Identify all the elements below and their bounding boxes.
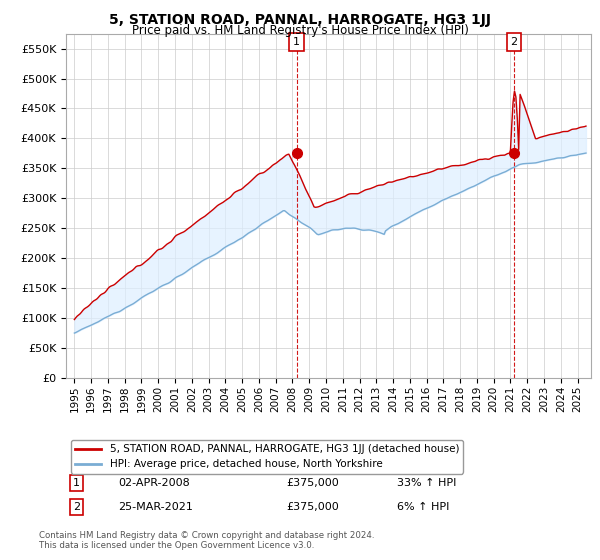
Text: 5, STATION ROAD, PANNAL, HARROGATE, HG3 1JJ: 5, STATION ROAD, PANNAL, HARROGATE, HG3 … [109,13,491,27]
Text: 25-MAR-2021: 25-MAR-2021 [119,502,193,512]
Text: £375,000: £375,000 [287,502,339,512]
Text: 6% ↑ HPI: 6% ↑ HPI [397,502,449,512]
Text: Price paid vs. HM Land Registry's House Price Index (HPI): Price paid vs. HM Land Registry's House … [131,24,469,37]
Text: 1: 1 [73,478,80,488]
Text: Contains HM Land Registry data © Crown copyright and database right 2024.
This d: Contains HM Land Registry data © Crown c… [39,530,374,550]
Text: 02-APR-2008: 02-APR-2008 [119,478,190,488]
Text: 1: 1 [293,37,300,47]
Text: 33% ↑ HPI: 33% ↑ HPI [397,478,456,488]
Text: 2: 2 [73,502,80,512]
Text: 2: 2 [511,37,518,47]
Text: £375,000: £375,000 [287,478,339,488]
Legend: 5, STATION ROAD, PANNAL, HARROGATE, HG3 1JJ (detached house), HPI: Average price: 5, STATION ROAD, PANNAL, HARROGATE, HG3 … [71,440,463,474]
